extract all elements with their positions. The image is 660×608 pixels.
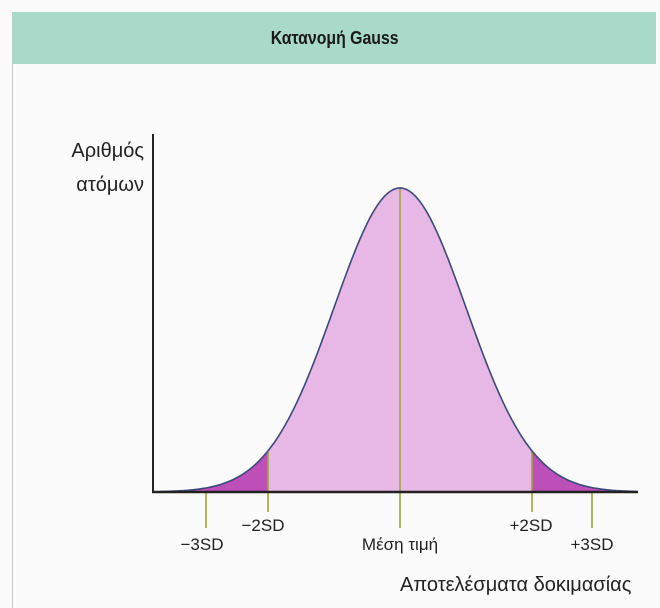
y-axis-label: Αριθμός ατόμων bbox=[18, 134, 144, 202]
minus-3sd-label: −3SD bbox=[181, 535, 224, 554]
right-tail-area bbox=[532, 450, 636, 492]
mean-label: Μέση τιμή bbox=[362, 535, 438, 554]
minus-2sd-label: −2SD bbox=[242, 516, 285, 535]
plus-3sd-label: +3SD bbox=[571, 535, 614, 554]
x-axis-label: Αποτελέσματα δοκιμασίας bbox=[400, 574, 632, 596]
left-tail-area bbox=[160, 450, 268, 492]
header-bar: Κατανομή Gauss bbox=[12, 12, 656, 64]
figure-title: Κατανομή Gauss bbox=[270, 27, 399, 48]
plus-2sd-label: +2SD bbox=[510, 516, 553, 535]
y-axis-label-line1: Αριθμός bbox=[71, 140, 144, 162]
curve-area bbox=[160, 188, 636, 492]
y-axis-label-line2: ατόμων bbox=[76, 174, 144, 196]
curve-outline bbox=[159, 187, 637, 493]
